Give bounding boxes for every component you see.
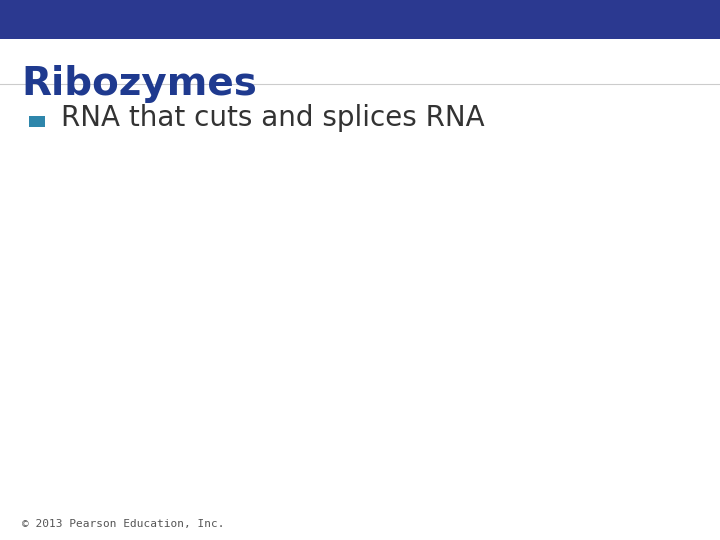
Text: © 2013 Pearson Education, Inc.: © 2013 Pearson Education, Inc. (22, 519, 224, 529)
FancyBboxPatch shape (29, 116, 45, 127)
Text: RNA that cuts and splices RNA: RNA that cuts and splices RNA (61, 104, 485, 132)
Text: Ribozymes: Ribozymes (22, 65, 258, 103)
FancyBboxPatch shape (0, 0, 720, 39)
